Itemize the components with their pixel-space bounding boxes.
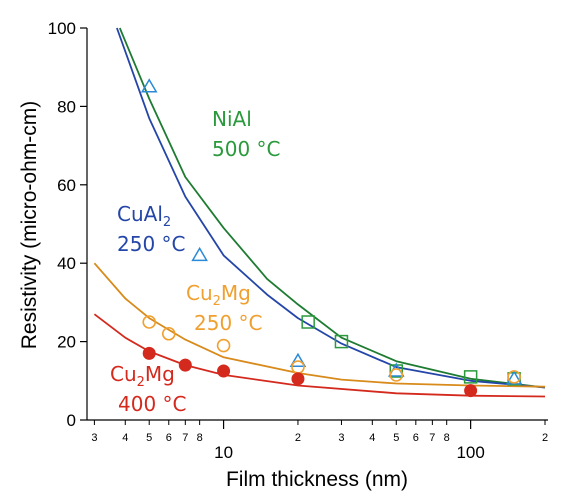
- annotation-cu2mg-400-temp: 400 °C: [118, 392, 187, 416]
- y-tick-label: 80: [57, 97, 76, 116]
- y-tick-label: 100: [48, 19, 76, 38]
- annotation-cu2mg-400-mg: Mg: [145, 362, 175, 386]
- annotation-cu2mg-400: Cu2Mg 400 °C: [110, 362, 187, 416]
- annotation-nial-temp: 500 °C: [212, 137, 281, 161]
- y-axis-ticks: 0 20 40 60 80 100: [48, 19, 87, 430]
- x-minor-tick-label: 2: [295, 432, 301, 444]
- y-tick-label: 40: [57, 254, 76, 273]
- y-tick-label: 0: [67, 411, 76, 430]
- curve-nial: [118, 27, 546, 389]
- annotation-cual2-name-base: CuAl: [117, 202, 163, 226]
- annotation-nial-name: NiAl: [212, 107, 252, 131]
- annotation-cual2-subscript: 2: [163, 215, 171, 230]
- annotation-cu2mg-400-cu: Cu: [110, 362, 137, 386]
- marker-circle-filled-cu2mg400: [178, 358, 192, 372]
- data-markers: [140, 78, 523, 398]
- marker-circle-open-cu2mg250: [507, 370, 521, 384]
- marker-triangle-cual2: [289, 352, 307, 367]
- x-minor-tick-label: 7: [182, 432, 188, 444]
- annotation-cual2: CuAl2 250 °C: [117, 202, 186, 256]
- marker-square-nial: [334, 334, 349, 349]
- x-minor-tick-label: 8: [197, 432, 203, 444]
- annotation-cu2mg-250-mg: Mg: [221, 281, 251, 305]
- marker-triangle-cual2: [505, 370, 523, 385]
- marker-circle-filled-cu2mg400: [464, 384, 478, 398]
- marker-square-nial: [301, 315, 315, 329]
- x-minor-tick-label: 6: [166, 432, 172, 444]
- fit-curves: [93, 27, 546, 398]
- annotation-cual2-temp: 250 °C: [117, 232, 186, 256]
- y-axis-title: Resistivity (micro-ohm-cm): [18, 101, 41, 350]
- marker-circle-filled-cu2mg400: [291, 372, 305, 386]
- marker-circle-open-cu2mg250: [216, 338, 231, 353]
- x-minor-tick-label: 5: [393, 432, 399, 444]
- x-axis-title: Film thickness (nm): [226, 468, 408, 491]
- y-tick-label: 20: [57, 333, 76, 352]
- marker-circle-open-cu2mg250: [161, 326, 176, 341]
- marker-square-nial: [463, 370, 478, 384]
- x-minor-tick-label: 3: [338, 432, 344, 444]
- marker-circle-open-cu2mg250: [142, 315, 157, 329]
- annotation-cu2mg-400-name: Cu2Mg: [110, 362, 175, 390]
- x-major-tick-label: 100: [456, 443, 484, 462]
- annotation-cu2mg-400-subscript: 2: [137, 375, 145, 390]
- annotation-cu2mg-250-name: Cu2Mg: [186, 281, 251, 309]
- annotation-nial: NiAl 500 °C: [212, 107, 281, 161]
- marker-triangle-cual2: [140, 78, 158, 93]
- x-minor-tick-label: 2: [542, 432, 548, 444]
- annotation-cual2-name: CuAl2: [117, 202, 171, 230]
- curve-cual2: [116, 27, 546, 389]
- annotation-cu2mg-250-temp: 250 °C: [194, 311, 263, 335]
- x-minor-tick-label: 8: [444, 432, 450, 444]
- marker-circle-open-cu2mg250: [389, 368, 404, 382]
- y-tick-label: 60: [57, 176, 76, 195]
- x-minor-tick-label: 7: [429, 432, 435, 444]
- x-minor-tick-label: 4: [369, 432, 375, 444]
- curve-cu2mg250: [93, 262, 546, 388]
- marker-circle-filled-cu2mg400: [142, 346, 156, 360]
- marker-circle-open-cu2mg250: [291, 360, 305, 374]
- marker-circle-filled-cu2mg400: [217, 364, 231, 378]
- x-major-tick-label: 10: [214, 443, 233, 462]
- x-minor-tick-label: 5: [146, 432, 152, 444]
- x-axis-ticks: 3 4 5 6 7 8 2 3 4 5 6 7 8 210 100: [91, 420, 548, 462]
- x-minor-tick-label: 4: [122, 432, 128, 444]
- x-minor-tick-label: 3: [91, 432, 97, 444]
- x-minor-tick-label: 6: [413, 432, 419, 444]
- annotation-cu2mg-250-subscript: 2: [213, 294, 221, 309]
- annotation-cu2mg-250-cu: Cu: [186, 281, 213, 305]
- marker-triangle-cual2: [191, 246, 208, 262]
- annotation-cu2mg-250: Cu2Mg 250 °C: [186, 281, 263, 335]
